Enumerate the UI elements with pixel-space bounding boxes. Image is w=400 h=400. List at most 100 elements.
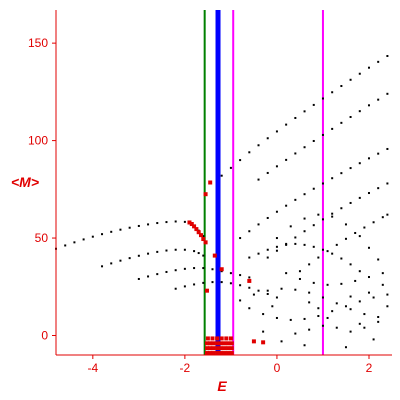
black-point-66 bbox=[303, 110, 306, 113]
black-point-40 bbox=[211, 268, 214, 271]
black-point-23 bbox=[137, 254, 140, 257]
black-point-142 bbox=[331, 252, 334, 255]
black-point-139 bbox=[303, 243, 306, 246]
red-point-36 bbox=[218, 351, 223, 356]
red-point-13 bbox=[247, 278, 252, 283]
black-point-150 bbox=[331, 215, 334, 218]
black-point-62 bbox=[266, 137, 269, 140]
black-point-105 bbox=[367, 157, 370, 160]
black-point-37 bbox=[183, 267, 186, 270]
black-point-118 bbox=[358, 196, 361, 199]
red-point-6 bbox=[201, 237, 206, 242]
vertical-lines bbox=[203, 10, 324, 355]
black-point-153 bbox=[367, 246, 370, 249]
x-tick-label-0: -4 bbox=[87, 361, 98, 375]
black-point-97 bbox=[294, 198, 297, 201]
black-point-104 bbox=[358, 162, 361, 165]
black-point-188 bbox=[335, 326, 338, 329]
black-point-2 bbox=[73, 241, 76, 244]
red-point-38 bbox=[226, 351, 231, 356]
black-point-184 bbox=[381, 272, 384, 275]
black-point-34 bbox=[156, 273, 159, 276]
red-point-4 bbox=[196, 230, 201, 235]
black-point-53 bbox=[248, 286, 251, 289]
red-point-17 bbox=[208, 341, 213, 346]
black-point-135 bbox=[266, 248, 269, 251]
black-point-67 bbox=[312, 103, 315, 106]
black-point-68 bbox=[321, 97, 324, 100]
black-point-3 bbox=[82, 238, 85, 241]
black-point-163 bbox=[349, 308, 352, 311]
black-point-88 bbox=[367, 104, 370, 107]
black-point-1 bbox=[64, 244, 67, 247]
black-point-200 bbox=[308, 301, 311, 304]
black-point-85 bbox=[340, 121, 343, 124]
black-point-161 bbox=[321, 296, 324, 299]
black-point-90 bbox=[386, 92, 389, 95]
black-point-151 bbox=[344, 223, 347, 226]
black-point-50 bbox=[220, 281, 223, 284]
black-point-77 bbox=[266, 171, 269, 174]
black-point-195 bbox=[303, 344, 306, 347]
black-point-59 bbox=[239, 159, 242, 162]
black-point-160 bbox=[308, 291, 311, 294]
black-point-65 bbox=[294, 116, 297, 119]
red-point-41 bbox=[210, 336, 215, 341]
black-point-172 bbox=[331, 310, 334, 313]
black-point-158 bbox=[280, 287, 283, 290]
y-tick-label-3: 150 bbox=[28, 36, 48, 50]
black-point-71 bbox=[349, 78, 352, 81]
black-point-175 bbox=[372, 296, 375, 299]
black-point-112 bbox=[303, 230, 306, 233]
red-point-34 bbox=[211, 351, 216, 356]
red-point-3 bbox=[194, 227, 199, 232]
black-point-52 bbox=[239, 284, 242, 287]
black-point-74 bbox=[377, 60, 380, 63]
black-point-46 bbox=[183, 285, 186, 288]
black-point-14 bbox=[183, 220, 186, 223]
black-point-111 bbox=[294, 236, 297, 239]
red-point-27 bbox=[215, 346, 220, 351]
black-point-63 bbox=[275, 130, 278, 133]
black-point-176 bbox=[386, 293, 389, 296]
black-point-48 bbox=[202, 281, 205, 284]
black-point-4 bbox=[91, 235, 94, 238]
black-point-168 bbox=[275, 316, 278, 319]
black-point-183 bbox=[367, 276, 370, 279]
black-point-106 bbox=[377, 152, 380, 155]
black-point-94 bbox=[266, 216, 269, 219]
black-point-58 bbox=[229, 166, 232, 169]
y-tick-label-2: 100 bbox=[28, 134, 48, 148]
black-point-132 bbox=[386, 213, 389, 216]
black-point-103 bbox=[349, 167, 352, 170]
red-point-7 bbox=[203, 240, 208, 245]
black-point-123 bbox=[308, 263, 311, 266]
black-point-36 bbox=[174, 269, 177, 272]
black-point-191 bbox=[377, 320, 380, 323]
red-point-30 bbox=[226, 346, 231, 351]
red-point-1 bbox=[189, 222, 194, 227]
black-point-5 bbox=[101, 233, 104, 236]
red-point-18 bbox=[211, 341, 216, 346]
black-point-124 bbox=[317, 256, 320, 259]
black-point-145 bbox=[358, 270, 361, 273]
black-point-73 bbox=[367, 66, 370, 69]
black-point-96 bbox=[285, 204, 288, 207]
red-point-31 bbox=[229, 346, 234, 351]
red-point-35 bbox=[215, 351, 220, 356]
black-point-186 bbox=[308, 328, 311, 331]
y-axis-title: <M> bbox=[11, 174, 39, 190]
black-point-95 bbox=[275, 210, 278, 213]
black-point-130 bbox=[372, 221, 375, 224]
black-point-49 bbox=[211, 281, 214, 284]
black-point-57 bbox=[220, 174, 223, 177]
black-point-127 bbox=[344, 237, 347, 240]
red-point-0 bbox=[187, 220, 192, 225]
black-point-45 bbox=[174, 287, 177, 290]
black-point-7 bbox=[119, 228, 122, 231]
y-tick-label-0: 0 bbox=[41, 329, 48, 343]
black-point-117 bbox=[349, 201, 352, 204]
red-point-14 bbox=[261, 340, 266, 345]
y-tick-label-1: 50 bbox=[35, 231, 49, 245]
red-point-15 bbox=[251, 339, 256, 344]
